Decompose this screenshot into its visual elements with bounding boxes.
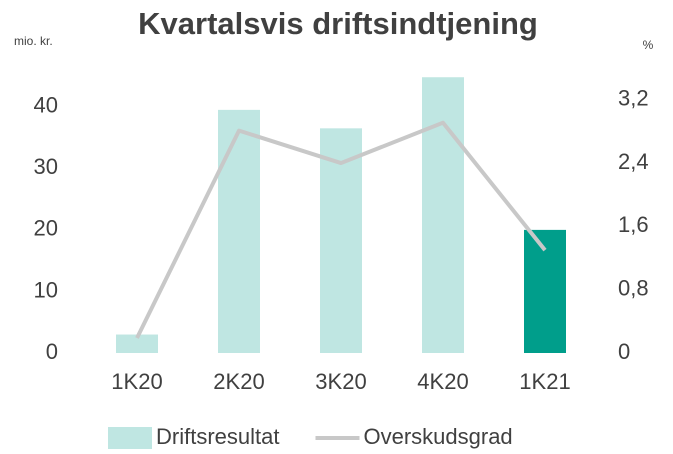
y2-tick-label: 1,6 [618,212,649,237]
bar [422,77,464,353]
legend-label: Overskudsgrad [363,424,512,449]
y2-tick-label: 2,4 [618,149,649,174]
bar [524,229,566,353]
y2-tick-label: 0,8 [618,275,649,300]
x-tick-label: 2K20 [213,369,264,394]
y2-axis-label: % [643,38,654,52]
y-tick-label: 0 [46,339,58,364]
legend-swatch [108,427,152,449]
bar [116,334,158,353]
chart-title: Kvartalsvis driftsindtjening [138,6,538,41]
line [135,120,547,339]
y-tick-label: 40 [34,93,58,118]
bar [218,109,260,353]
x-tick-label: 1K20 [111,369,162,394]
bar [320,128,362,353]
y-axis-label: mio. kr. [14,34,53,48]
y2-tick-label: 0 [618,339,630,364]
y-tick-label: 30 [34,154,58,179]
x-tick-label: 3K20 [315,369,366,394]
x-tick-label: 4K20 [417,369,468,394]
y-tick-label: 10 [34,277,58,302]
legend-label: Driftsresultat [156,424,279,449]
y-tick-label: 20 [34,216,58,241]
y2-tick-label: 3,2 [618,86,649,111]
x-tick-label: 1K21 [519,369,570,394]
